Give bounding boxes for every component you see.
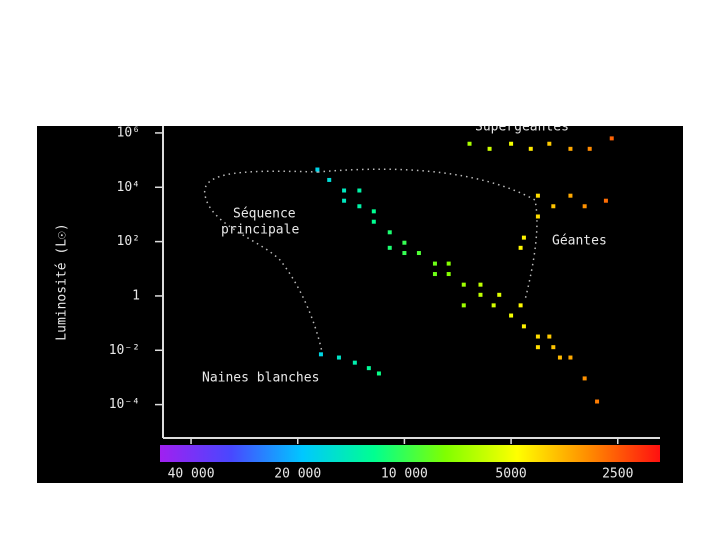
star-point (432, 261, 437, 266)
y-tick-label: 1 (132, 288, 140, 303)
star-point (551, 204, 556, 209)
star-point (402, 240, 407, 245)
star-point (509, 141, 514, 146)
star-point (609, 136, 614, 141)
y-tick-label: 10⁻² (109, 343, 140, 358)
star-point (327, 177, 332, 182)
star-point (568, 146, 573, 151)
annotation: Supergéantes (475, 120, 569, 135)
star-point (582, 376, 587, 381)
star-point (357, 204, 362, 209)
star-point (315, 167, 320, 172)
image-background (37, 126, 683, 483)
star-point (557, 355, 562, 360)
star-point (352, 360, 357, 365)
annotation: Séquence (233, 207, 296, 222)
star-point (547, 141, 552, 146)
star-point (582, 204, 587, 209)
star-point (366, 366, 371, 371)
star-point (371, 219, 376, 224)
y-tick-label: 10⁻⁴ (109, 397, 140, 412)
star-point (318, 352, 323, 357)
y-tick-label: 10⁶ (117, 125, 140, 140)
x-tick-label: 10 000 (381, 467, 428, 482)
annotation: Naines blanches (202, 371, 319, 386)
star-point (535, 334, 540, 339)
star-point (342, 188, 347, 193)
x-tick-label: 20 000 (274, 467, 321, 482)
star-point (371, 209, 376, 214)
star-point (336, 355, 341, 360)
star-point (432, 272, 437, 277)
star-point (387, 245, 392, 250)
star-point (595, 399, 600, 404)
region-outline (204, 168, 538, 353)
annotation: Géantes (552, 234, 607, 249)
star-point (568, 355, 573, 360)
star-point (535, 345, 540, 350)
star-point (603, 198, 608, 203)
x-tick-label: 5000 (495, 467, 526, 482)
y-tick-label: 10² (117, 234, 140, 249)
star-point (446, 272, 451, 277)
star-point (387, 230, 392, 235)
y-axis-label: Luminosité (L☉) (55, 223, 70, 340)
star-point (487, 146, 492, 151)
star-point (547, 334, 552, 339)
star-point (509, 313, 514, 318)
star-point (535, 214, 540, 219)
star-point (342, 198, 347, 203)
star-point (402, 251, 407, 256)
x-tick-label: 40 000 (168, 467, 215, 482)
star-point (376, 371, 381, 376)
x-tick-label: 2500 (602, 467, 633, 482)
star-point (478, 292, 483, 297)
star-point (528, 146, 533, 151)
star-point (461, 303, 466, 308)
color-bar (160, 445, 660, 462)
star-point (535, 193, 540, 198)
star-point (518, 245, 523, 250)
y-tick-label: 10⁴ (117, 180, 140, 195)
annotation: principale (221, 223, 299, 238)
star-point (521, 235, 526, 240)
star-point (467, 141, 472, 146)
star-point (478, 282, 483, 287)
star-point (416, 251, 421, 256)
star-point (518, 303, 523, 308)
star-point (568, 193, 573, 198)
star-point (446, 261, 451, 266)
star-point (357, 188, 362, 193)
star-point (491, 303, 496, 308)
star-point (551, 345, 556, 350)
star-point (587, 146, 592, 151)
star-point (461, 282, 466, 287)
star-point (521, 324, 526, 329)
star-point (497, 292, 502, 297)
